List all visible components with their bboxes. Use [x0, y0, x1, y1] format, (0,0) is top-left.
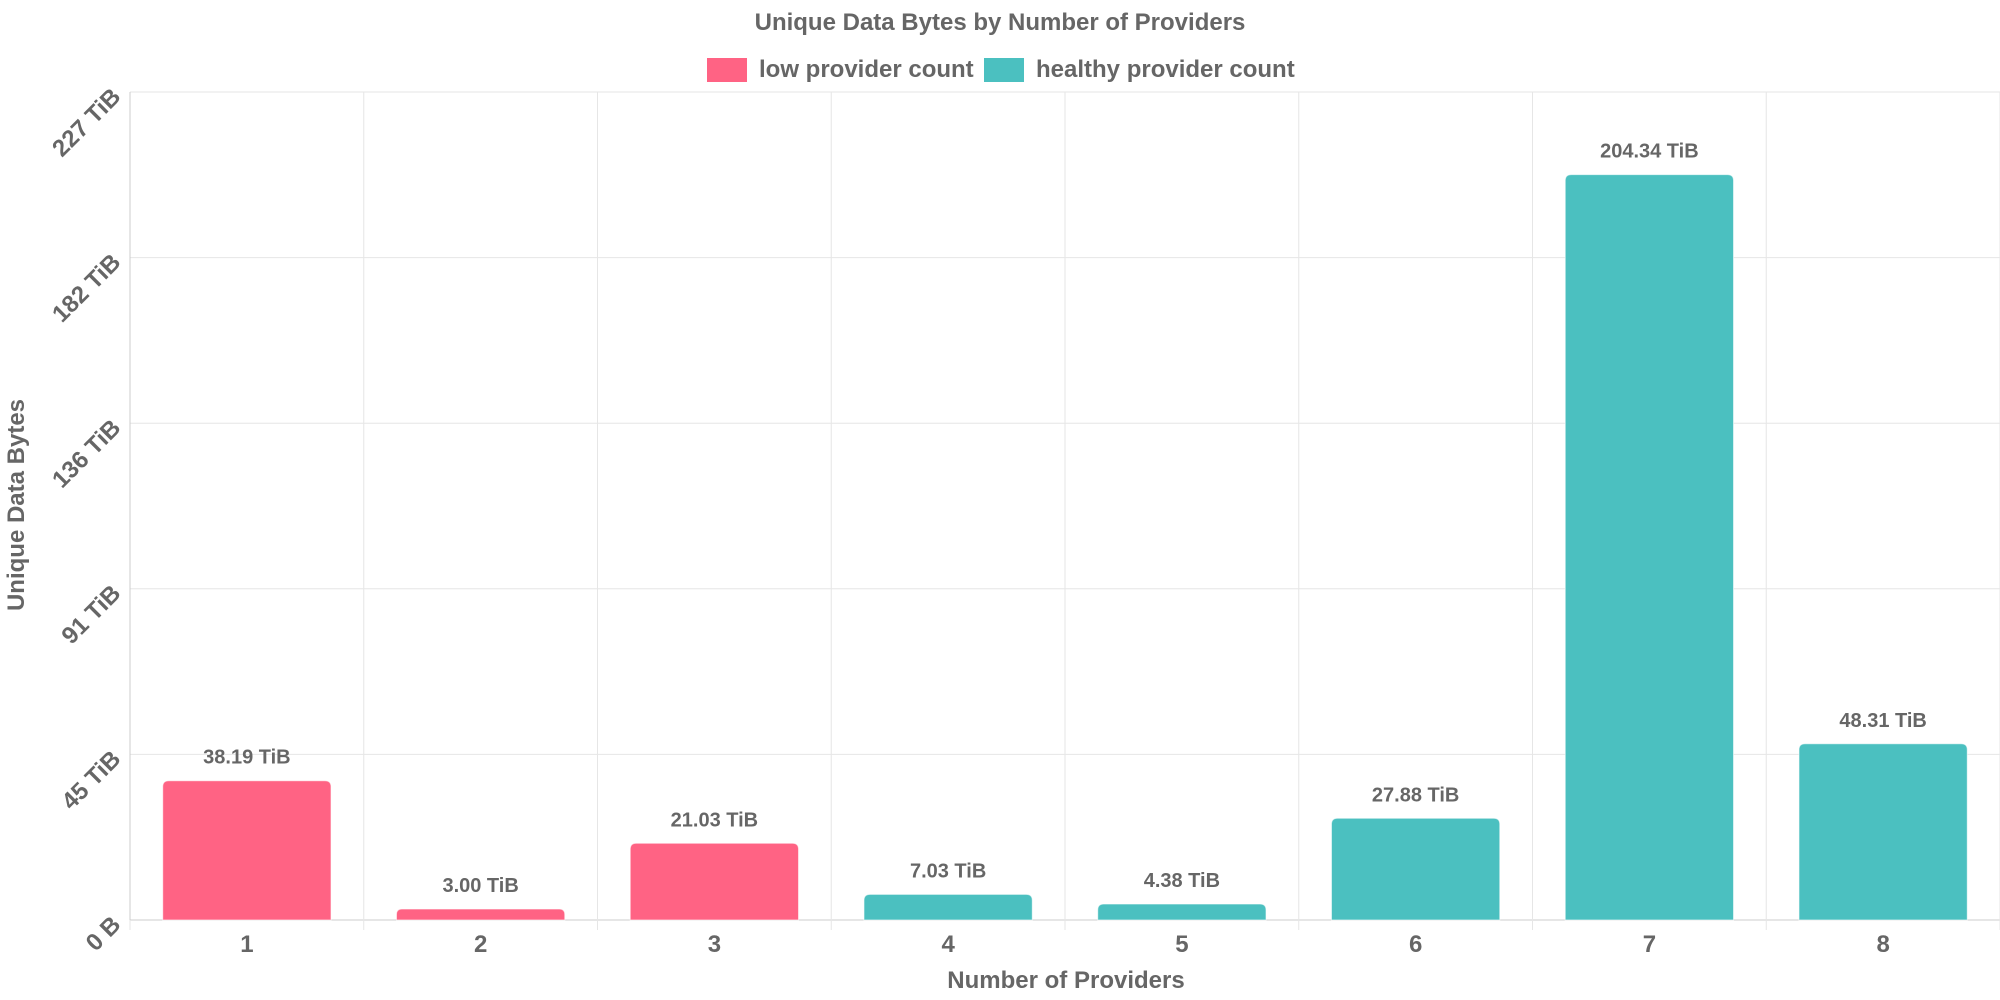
x-tick-label-1: 1 — [240, 931, 253, 958]
value-label-6: 27.88 TiB — [1372, 784, 1459, 806]
bars — [162, 174, 1968, 921]
bar-4[interactable] — [863, 893, 1033, 921]
legend-swatch-healthy[interactable] — [984, 58, 1024, 82]
y-tick-label: 136 TiB — [47, 414, 126, 493]
bar-8[interactable] — [1798, 743, 1968, 921]
legend-label-low[interactable]: low provider count — [759, 56, 974, 83]
value-labels: 38.19 TiB 3.00 TiB 21.03 TiB 7.03 TiB 4.38 T… — [203, 141, 1927, 897]
legend: low provider count healthy provider coun… — [707, 56, 1295, 83]
value-label-8: 48.31 TiB — [1839, 710, 1926, 732]
value-label-4: 7.03 TiB — [910, 860, 986, 882]
x-axis-ticks: 1 2 3 4 5 6 7 8 — [240, 931, 1890, 958]
y-axis-ticks: 0 B 45 TiB 91 TiB 136 TiB 182 TiB 227 TiB — [47, 83, 126, 957]
bar-5[interactable] — [1097, 903, 1267, 921]
bar-1[interactable] — [162, 780, 332, 921]
x-tick-label-4: 4 — [941, 931, 955, 958]
value-label-1: 38.19 TiB — [203, 747, 290, 769]
grid — [129, 91, 2000, 930]
value-label-7: 204.34 TiB — [1600, 141, 1699, 163]
y-tick-label: 91 TiB — [57, 580, 127, 650]
chart-title: Unique Data Bytes by Number of Providers — [755, 9, 1246, 36]
x-axis-title: Number of Providers — [947, 967, 1184, 994]
value-label-3: 21.03 TiB — [671, 809, 758, 831]
y-tick-label: 45 TiB — [57, 746, 127, 816]
bar-6[interactable] — [1330, 817, 1501, 921]
x-tick-label-3: 3 — [708, 931, 721, 958]
x-tick-label-5: 5 — [1175, 931, 1188, 958]
y-tick-label: 0 B — [81, 911, 127, 957]
x-tick-label-8: 8 — [1876, 931, 1889, 958]
bar-7[interactable] — [1564, 174, 1735, 921]
value-label-2: 3.00 TiB — [442, 875, 518, 897]
legend-swatch-low[interactable] — [707, 58, 747, 82]
bar-2[interactable] — [395, 908, 566, 921]
bar-3[interactable] — [629, 842, 800, 921]
y-tick-label: 182 TiB — [47, 249, 126, 328]
y-axis-title: Unique Data Bytes — [3, 399, 30, 611]
x-tick-label-6: 6 — [1409, 931, 1422, 958]
x-tick-label-2: 2 — [474, 931, 487, 958]
legend-label-healthy[interactable]: healthy provider count — [1036, 56, 1295, 83]
value-label-5: 4.38 TiB — [1144, 870, 1220, 892]
x-tick-label-7: 7 — [1643, 931, 1656, 958]
y-tick-label: 227 TiB — [47, 83, 126, 162]
